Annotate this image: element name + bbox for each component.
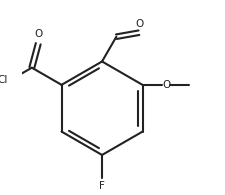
Text: O: O <box>34 29 42 39</box>
Text: O: O <box>136 19 144 28</box>
Text: O: O <box>162 80 171 90</box>
Text: F: F <box>99 181 105 191</box>
Text: Cl: Cl <box>0 75 7 85</box>
